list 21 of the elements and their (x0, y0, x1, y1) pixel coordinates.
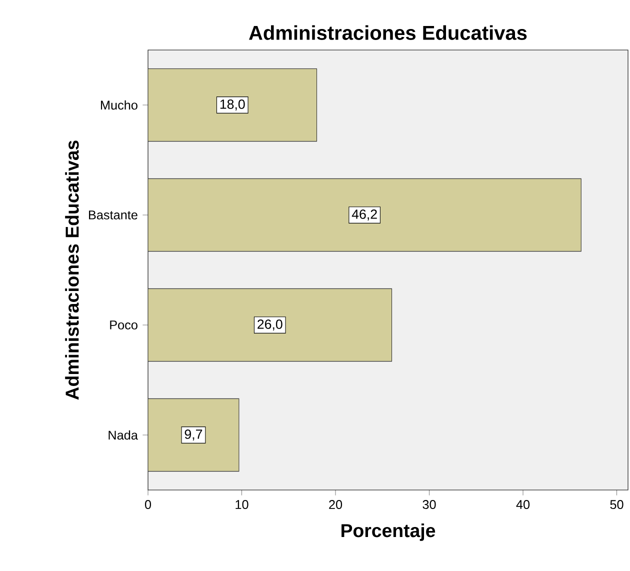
chart-title: Administraciones Educativas (249, 25, 527, 40)
x-tick-label: 0 (144, 500, 152, 510)
data-label: 18,0 (220, 100, 245, 111)
x-tick-label: 10 (236, 500, 248, 510)
y-tick-label: Mucho (100, 100, 138, 110)
x-tick-label: 50 (610, 500, 624, 510)
bar (148, 178, 582, 252)
x-tick-label: 20 (329, 500, 342, 510)
data-label: 9,7 (184, 430, 202, 441)
y-tick-label: Bastante (89, 210, 138, 220)
data-label: 46,2 (352, 210, 377, 221)
x-tick-label: 40 (516, 500, 530, 510)
data-label: 26,0 (258, 320, 282, 331)
bar (148, 288, 392, 362)
y-axis-title: Administraciones Educativas (65, 140, 79, 400)
x-tick-label: 30 (422, 500, 436, 510)
y-tick-label: Poco (110, 320, 138, 330)
y-tick-label: Nada (108, 430, 138, 440)
bar (148, 68, 318, 142)
x-axis-title: Porcentaje (342, 524, 436, 541)
bar (148, 398, 240, 472)
